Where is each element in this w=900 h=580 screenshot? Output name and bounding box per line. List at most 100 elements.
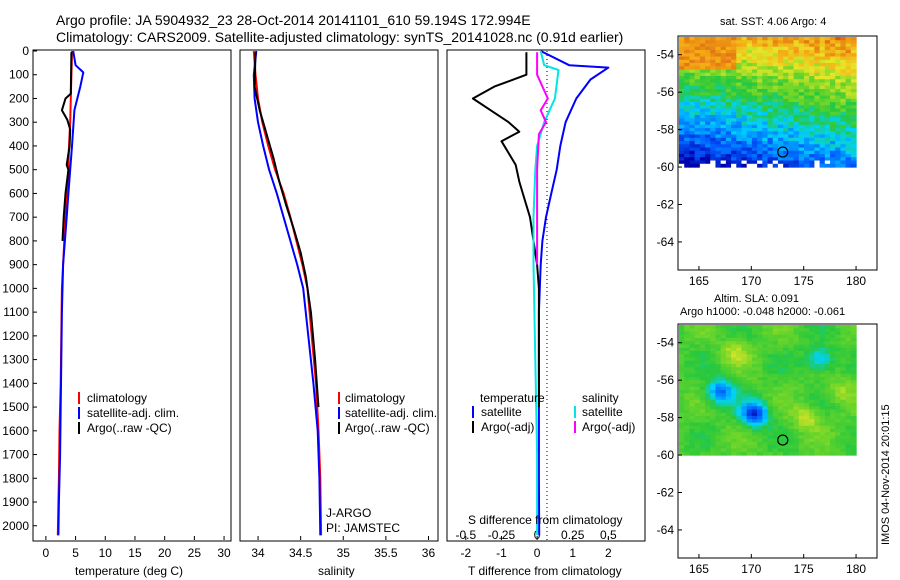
map-cell bbox=[715, 160, 722, 165]
map-cell bbox=[777, 102, 784, 106]
map-cell bbox=[725, 409, 732, 414]
map-cell bbox=[840, 429, 847, 433]
map-cell bbox=[699, 429, 706, 433]
map-cell bbox=[720, 370, 727, 375]
map-cell bbox=[699, 160, 706, 165]
map-cell bbox=[679, 76, 685, 80]
map-cell bbox=[809, 92, 815, 97]
map-cell bbox=[850, 386, 857, 391]
map-cell bbox=[699, 72, 706, 77]
map-cell bbox=[679, 102, 685, 106]
map-cell bbox=[835, 50, 842, 54]
map-cell bbox=[772, 53, 779, 58]
map-cell bbox=[777, 79, 784, 84]
map-cell bbox=[772, 157, 779, 162]
map-cell bbox=[731, 419, 737, 424]
map-cell bbox=[783, 134, 789, 139]
map-cell bbox=[746, 111, 753, 116]
map-cell bbox=[751, 364, 758, 368]
map-cell bbox=[835, 425, 842, 430]
map-cell bbox=[788, 370, 795, 375]
map-cell bbox=[751, 121, 758, 126]
map-cell bbox=[845, 334, 852, 339]
x-tick-label: 0 bbox=[43, 546, 50, 560]
map-cell bbox=[720, 43, 727, 48]
map-cell bbox=[757, 448, 763, 453]
map-cell bbox=[679, 438, 685, 443]
map-cell bbox=[845, 144, 852, 149]
map-cell bbox=[830, 419, 836, 424]
map-cell bbox=[850, 163, 857, 168]
map-cell bbox=[783, 128, 789, 132]
map-cell bbox=[746, 163, 753, 168]
map-cell bbox=[762, 154, 769, 158]
map-cell bbox=[840, 412, 847, 417]
map-cell bbox=[741, 160, 748, 165]
map-cell bbox=[830, 43, 836, 48]
map-cell bbox=[777, 108, 784, 113]
map-cell bbox=[751, 102, 758, 106]
map-cell bbox=[830, 338, 836, 342]
map-cell bbox=[684, 419, 691, 424]
map-cell bbox=[840, 341, 847, 346]
map-cell bbox=[731, 128, 737, 132]
map-cell bbox=[705, 331, 711, 336]
map-cell bbox=[809, 160, 815, 165]
map-cell bbox=[731, 92, 737, 97]
map-cell bbox=[746, 154, 753, 158]
map-cell bbox=[694, 40, 701, 45]
map-cell bbox=[803, 325, 810, 329]
map-cell bbox=[767, 432, 774, 437]
map-cell bbox=[793, 380, 800, 385]
difference-legend: temperature salinity satellite Argo(-adj… bbox=[472, 391, 635, 434]
map-cell bbox=[751, 403, 758, 407]
map-cell bbox=[845, 147, 852, 152]
map-cell bbox=[845, 79, 852, 84]
map-cell bbox=[830, 383, 836, 388]
map-cell bbox=[694, 59, 701, 64]
legend-label-argo: Argo(..raw -QC) bbox=[87, 421, 172, 435]
map-cell bbox=[689, 131, 696, 136]
map-cell bbox=[814, 102, 821, 106]
map-cell bbox=[783, 72, 789, 77]
map-cell bbox=[814, 341, 821, 346]
map-cell bbox=[788, 432, 795, 437]
map-cell bbox=[793, 451, 800, 456]
map-cell bbox=[679, 409, 685, 414]
map-cell bbox=[705, 102, 711, 106]
map-cell bbox=[736, 131, 743, 136]
map-cell bbox=[746, 416, 753, 420]
map-cell bbox=[746, 328, 753, 333]
map-cell bbox=[705, 341, 711, 346]
map-cell bbox=[684, 360, 691, 365]
map-cell bbox=[736, 393, 743, 398]
map-cell bbox=[814, 412, 821, 417]
map-cell bbox=[699, 59, 706, 64]
map-cell bbox=[710, 154, 717, 158]
map-cell bbox=[830, 37, 836, 41]
map-cell bbox=[689, 448, 696, 453]
map-cell bbox=[694, 383, 701, 388]
map-cell bbox=[819, 108, 826, 113]
map-cell bbox=[736, 370, 743, 375]
map-cell bbox=[710, 141, 717, 145]
map-cell bbox=[798, 409, 805, 414]
map-cell bbox=[725, 406, 732, 411]
map-cell bbox=[798, 422, 805, 427]
map-cell bbox=[840, 124, 847, 129]
map-cell bbox=[757, 43, 763, 48]
map-cell bbox=[720, 416, 727, 420]
map-cell bbox=[772, 128, 779, 132]
map-cell bbox=[803, 435, 810, 440]
map-cell bbox=[725, 357, 732, 362]
map-cell bbox=[809, 442, 815, 446]
map-cell bbox=[793, 111, 800, 116]
map-cell bbox=[819, 128, 826, 132]
map-cell bbox=[840, 383, 847, 388]
map-cell bbox=[699, 50, 706, 54]
map-cell bbox=[710, 144, 717, 149]
map-cell bbox=[741, 341, 748, 346]
map-cell bbox=[705, 325, 711, 329]
map-cell bbox=[694, 102, 701, 106]
map-cell bbox=[757, 396, 763, 401]
